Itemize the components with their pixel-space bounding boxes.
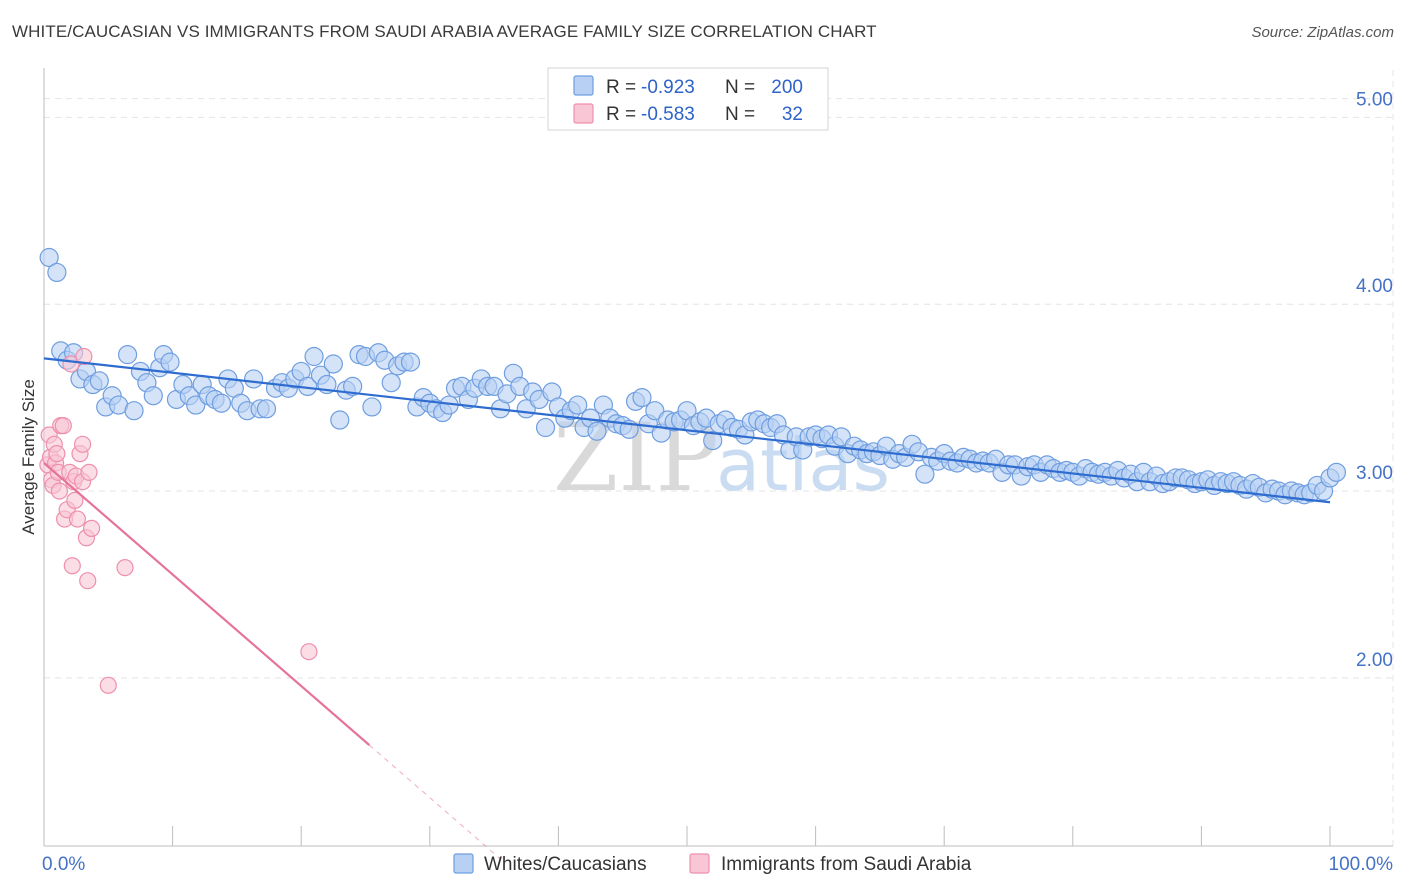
- saudi-arabia-point: [54, 417, 72, 435]
- legend-n-value-saudi: 32: [782, 104, 803, 125]
- white-caucasian-point: [304, 346, 324, 367]
- series-legend-swatch-white: [453, 853, 474, 874]
- y-tick-label: 5.00: [1356, 89, 1393, 110]
- saudi-arabia-point: [63, 557, 81, 575]
- white-caucasian-point: [645, 401, 665, 421]
- white-caucasian-point: [117, 345, 138, 365]
- trend-line-saudi: [43, 462, 371, 746]
- trend-line-saudi-extension: [369, 744, 501, 860]
- legend-r-label-2: R =: [606, 104, 636, 125]
- white-caucasian-point: [587, 421, 607, 441]
- white-caucasian-point: [535, 417, 556, 438]
- saudi-arabia-point: [73, 435, 92, 453]
- white-caucasian-point: [143, 386, 163, 406]
- correlation-legend: R = -0.923 N = 200 R = -0.583 N = 32: [547, 67, 829, 131]
- trend-line-white: [43, 357, 1331, 504]
- white-caucasian-point: [703, 430, 723, 451]
- white-caucasian-point: [831, 427, 851, 447]
- saudi-arabia-point: [116, 559, 134, 577]
- series-legend-label-white: Whites/Caucasians: [484, 854, 647, 875]
- legend-r-value-saudi: -0.583: [641, 104, 695, 125]
- saudi-arabia-point: [80, 463, 98, 481]
- y-tick-label: 2.00: [1356, 650, 1393, 671]
- white-caucasian-points: [39, 247, 1347, 505]
- y-tick-label: 4.00: [1356, 276, 1393, 297]
- saudi-arabia-point: [99, 676, 117, 694]
- white-caucasian-point: [323, 354, 343, 374]
- legend-n-label-2: N =: [725, 104, 755, 125]
- white-caucasian-point: [89, 371, 109, 391]
- white-caucasian-point: [39, 247, 59, 268]
- white-caucasian-point: [47, 262, 67, 283]
- y-tick-label: 3.00: [1356, 463, 1393, 484]
- chart-title: WHITE/CAUCASIAN VS IMMIGRANTS FROM SAUDI…: [12, 22, 877, 41]
- saudi-arabia-point: [68, 510, 87, 528]
- x-tick-label-right: 100.0%: [1329, 854, 1394, 875]
- saudi-arabia-point: [50, 482, 69, 500]
- white-caucasian-point: [211, 393, 232, 413]
- white-caucasian-point: [244, 369, 264, 389]
- legend-n-label: N =: [725, 77, 755, 98]
- saudi-arabia-point: [66, 491, 84, 509]
- trend-lines: [43, 357, 1331, 860]
- white-caucasian-point: [362, 397, 382, 417]
- x-tick-label-left: 0.0%: [42, 854, 85, 875]
- legend-swatch-saudi: [573, 103, 594, 124]
- saudi-arabia-point: [82, 519, 101, 537]
- white-caucasian-point: [343, 376, 363, 396]
- white-caucasian-point: [124, 401, 144, 421]
- legend-n-value-white: 200: [771, 77, 803, 98]
- saudi-arabia-point: [48, 445, 66, 463]
- white-caucasian-point: [330, 410, 350, 430]
- legend-box: [547, 67, 829, 131]
- white-caucasian-point: [1326, 462, 1347, 482]
- white-caucasian-point: [186, 395, 206, 415]
- white-caucasian-point: [568, 395, 588, 415]
- legend-r-value-white: -0.923: [641, 77, 695, 98]
- y-axis-title: Average Family Size: [19, 379, 38, 535]
- saudi-arabia-point: [79, 572, 97, 590]
- white-caucasian-point: [256, 399, 277, 419]
- series-legend-swatch-saudi: [689, 853, 710, 874]
- series-legend: Whites/Caucasians Immigrants from Saudi …: [453, 853, 972, 875]
- white-caucasian-point: [915, 464, 935, 484]
- chart-source: Source: ZipAtlas.com: [1251, 24, 1394, 41]
- legend-swatch-white: [573, 75, 594, 96]
- y-tick-labels: 2.00 3.00 4.00 5.00: [1356, 89, 1393, 670]
- saudi-arabia-point: [300, 643, 318, 661]
- saudi-arabia-point: [75, 347, 93, 366]
- white-caucasian-point: [400, 352, 421, 372]
- white-caucasian-point: [381, 373, 401, 393]
- white-caucasian-point: [632, 388, 652, 408]
- white-caucasian-point: [160, 352, 180, 372]
- legend-r-label: R =: [606, 77, 636, 98]
- series-legend-label-saudi: Immigrants from Saudi Arabia: [721, 854, 972, 875]
